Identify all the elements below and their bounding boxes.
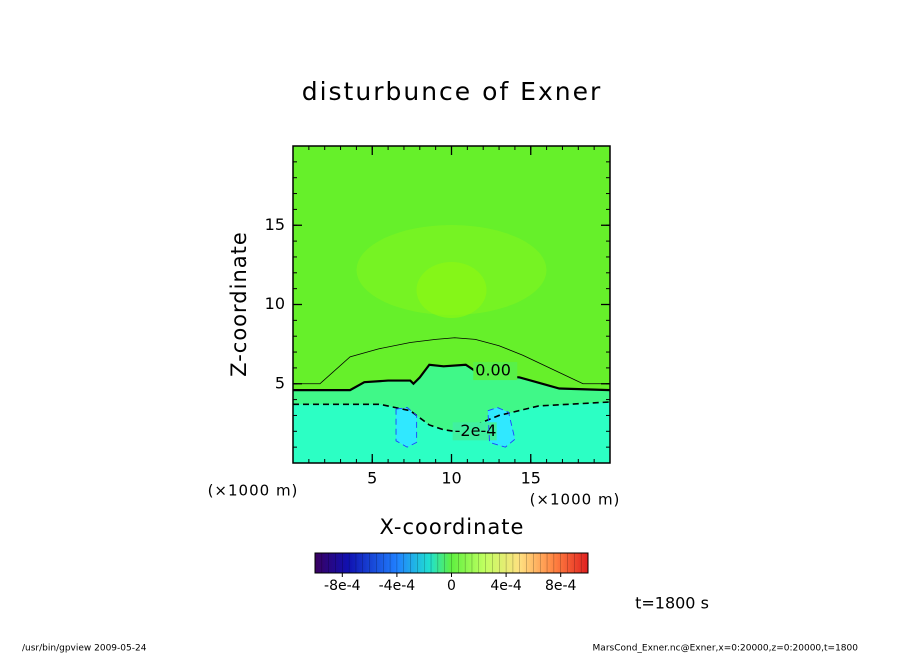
colorbar-tick-label: 8e-4 [545, 578, 577, 594]
y-tick-label: 5 [275, 373, 285, 392]
field-highlight [416, 262, 487, 318]
contour-fill [293, 401, 610, 463]
contour-label-bg [473, 362, 518, 381]
contour-line [293, 337, 610, 385]
footer-left: /usr/bin/gpview 2009-05-24 [22, 644, 147, 654]
contour-label: 0.00 [475, 361, 511, 380]
y-tick-label: 10 [265, 294, 285, 313]
colorbar-stripes [321, 553, 582, 573]
y-axis-label: Z-coordinate [227, 231, 251, 377]
contour-fill [396, 407, 417, 448]
colorbar-tick-label: 0 [447, 578, 456, 594]
contour-line [395, 407, 418, 448]
x-tick-label: 5 [367, 469, 377, 488]
x-unit: (×1000 m) [208, 482, 299, 500]
contour-label-bg [452, 422, 497, 441]
contour-line [487, 407, 516, 448]
x-tick-label: 15 [521, 469, 541, 488]
colorbar-tick-label: -4e-4 [379, 578, 416, 594]
annotation: t=1800 s [635, 594, 709, 613]
chart-title: disturbunce of Exner [302, 77, 603, 106]
footer-right: MarsCond_Exner.nc@Exner,x=0:20000,z=0:20… [593, 644, 859, 654]
contour-line [293, 401, 610, 433]
colorbar-tick-label: -8e-4 [324, 578, 361, 594]
colorbar-tick-label: 4e-4 [490, 578, 522, 594]
contour-label: -2e-4 [455, 421, 497, 440]
plot-area: 0.00 -2e-4 [293, 146, 610, 463]
x-tick-label: 10 [441, 469, 461, 488]
y-unit: (×1000 m) [530, 491, 621, 509]
y-tick-label: 15 [265, 215, 285, 234]
x-axis-label: X-coordinate [380, 515, 525, 539]
